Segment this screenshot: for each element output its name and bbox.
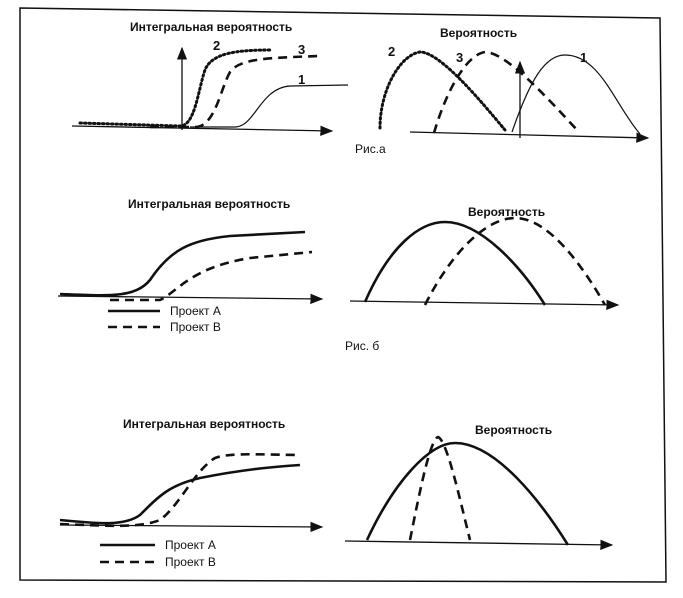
fig-a-caption: Рис.а [355,142,386,156]
legend-project-a: Проект А [165,538,216,552]
curve-2 [378,50,507,132]
fig-a-left-title: Интегральная вероятность [130,20,292,34]
project-a-curve [59,230,306,297]
label-1: 1 [580,50,587,65]
fig-a-cumulative-chart: Интегральная вероятность 2 3 1 [71,20,349,136]
project-b-curve [408,435,472,541]
x-axis [344,539,614,551]
x-axis [409,131,650,143]
curve-3 [432,50,578,134]
fig-a-density-chart: Вероятность 2 3 1 [378,26,650,143]
project-b-curve [110,250,313,302]
fig-c-left-title: Интегральная вероятность [123,417,285,431]
curve-2 [78,48,274,128]
curve-1 [190,84,349,128]
page-frame [19,7,667,583]
project-a-curve [365,441,570,546]
fig-b-right-title: Вероятность [468,205,545,219]
fig-c-cumulative-chart: Интегральная вероятность Проект А Проект… [59,417,324,569]
fig-b-density-chart: Вероятность [349,205,620,311]
label-2: 2 [388,44,395,59]
fig-b-left-title: Интегральная вероятность [128,197,290,211]
legend-project-a: Проект А [170,304,221,318]
x-axis [349,299,620,311]
label-1: 1 [298,72,305,87]
fig-b-cumulative-chart: Интегральная вероятность Проект А Проект… [57,197,324,334]
legend-project-b: Проект В [170,320,221,334]
curve-3 [150,54,319,129]
x-axis [57,293,324,305]
project-b-curve [423,216,607,306]
legend-project-b: Проект В [165,555,216,569]
label-3: 3 [298,42,305,57]
fig-b-caption: Рис. б [345,339,379,353]
x-axis [59,521,324,533]
fig-c-density-chart: Вероятность [344,423,614,551]
project-a-curve [363,220,547,306]
project-a-curve [59,463,301,525]
fig-a-right-title: Вероятность [440,26,517,40]
label-2: 2 [213,38,220,53]
x-axis [71,125,334,136]
curve-1 [511,54,641,135]
label-3: 3 [456,50,463,65]
fig-c-right-title: Вероятность [475,423,552,437]
project-b-curve [59,452,301,528]
